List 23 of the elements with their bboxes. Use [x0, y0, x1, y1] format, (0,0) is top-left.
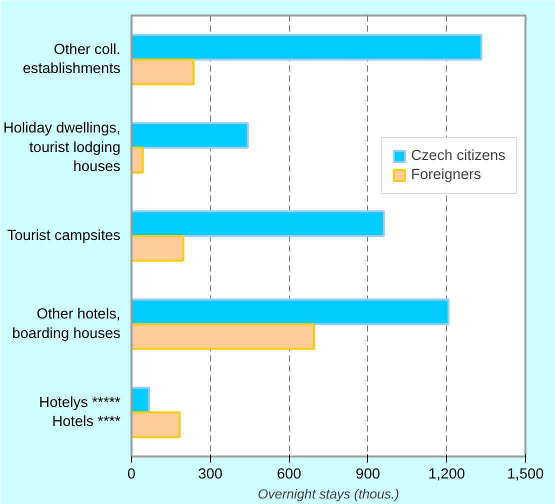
bar	[132, 235, 184, 262]
y-tick-label: Other coll. establishments	[22, 42, 121, 78]
bar	[132, 298, 450, 326]
y-tick-label: Hotelys ***** Hotels ****	[39, 394, 121, 430]
bar	[132, 122, 249, 149]
legend-label: Foreigners	[411, 167, 482, 183]
bar	[132, 411, 181, 438]
bar	[132, 58, 194, 86]
bar	[132, 146, 144, 174]
bar	[132, 323, 316, 350]
y-tick-label: Tourist campsites	[7, 228, 121, 244]
bar	[132, 210, 385, 237]
x-tick-label: 0	[127, 466, 136, 482]
x-tick-label: 900	[356, 466, 380, 482]
legend-label: Czech citizens	[411, 148, 506, 164]
x-tick-label: 1,500	[507, 466, 544, 482]
y-tick-label: Other hotels, boarding houses	[12, 306, 121, 342]
x-tick-label: 300	[198, 466, 223, 482]
bar	[132, 34, 482, 61]
x-axis-title: Overnight stays (thous.)	[258, 486, 400, 502]
x-tick-label: 1,200	[428, 466, 466, 482]
x-tick-label: 600	[276, 466, 302, 482]
y-tick-label: Holiday dwellings, tourist lodging houses	[3, 120, 121, 175]
